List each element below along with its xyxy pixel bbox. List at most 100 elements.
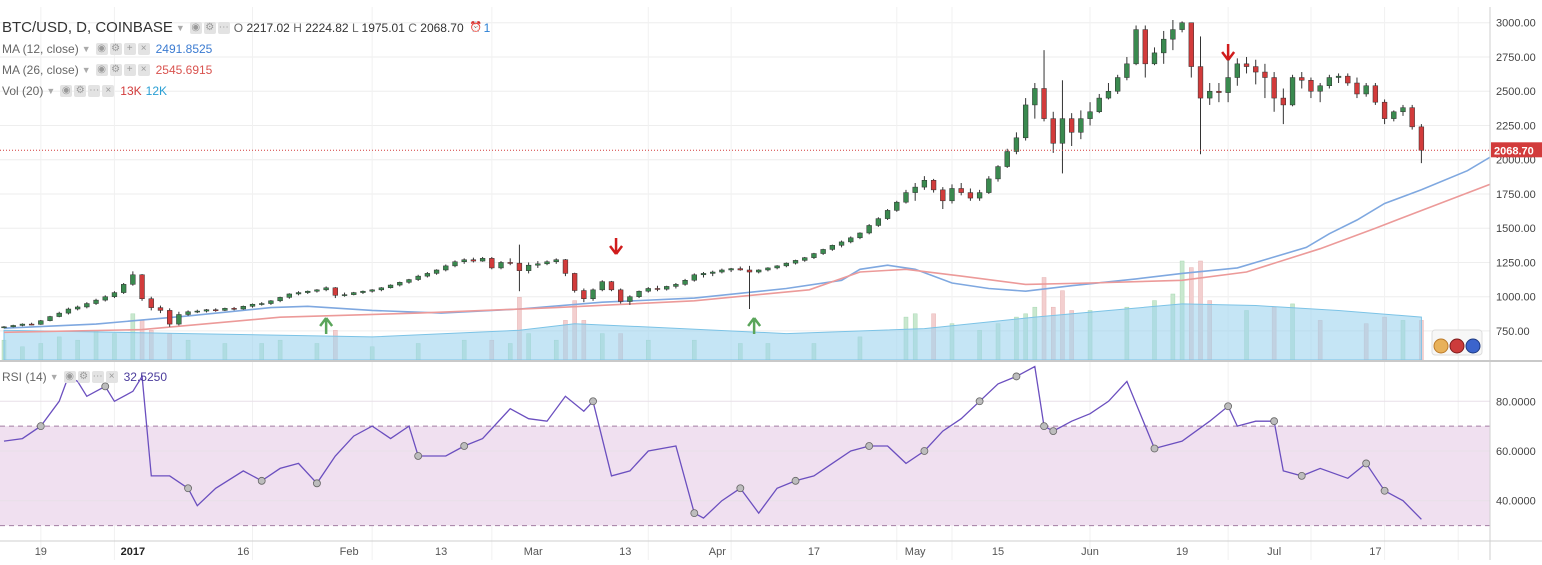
alerts-count[interactable]: 1 bbox=[483, 21, 491, 35]
candle-body bbox=[553, 259, 559, 263]
volume-legend: Vol (20) ▼ ◉ ⚙ ⋯ × 13K 12K bbox=[2, 83, 167, 99]
price-tick-label: 2000.00 bbox=[1496, 155, 1536, 167]
chevron-down-icon[interactable]: ▼ bbox=[81, 44, 91, 54]
rsi-tick-label: 40.0000 bbox=[1496, 496, 1536, 508]
candle-body bbox=[820, 249, 826, 254]
candle-body bbox=[792, 260, 799, 264]
close-icon[interactable]: × bbox=[137, 43, 150, 55]
rsi-point bbox=[1270, 417, 1279, 426]
candle-body bbox=[1289, 77, 1296, 106]
time-axis-label: Jul bbox=[1267, 546, 1281, 558]
candle-body bbox=[498, 262, 504, 269]
time-axis-label: Feb bbox=[340, 546, 359, 558]
candle-body bbox=[829, 245, 835, 250]
settings-icon[interactable]: ⚙ bbox=[203, 22, 216, 34]
chevron-down-icon[interactable]: ▼ bbox=[175, 23, 185, 33]
candle-body bbox=[802, 257, 808, 261]
chevron-down-icon[interactable]: ▼ bbox=[46, 86, 56, 96]
rsi-point bbox=[1380, 486, 1389, 495]
candle-body bbox=[1354, 82, 1360, 95]
more-icon[interactable]: ⋯ bbox=[91, 371, 104, 383]
candle-body bbox=[857, 232, 863, 239]
candle-body bbox=[1253, 66, 1259, 73]
candle-body bbox=[1418, 126, 1425, 151]
plus-icon[interactable]: + bbox=[123, 64, 136, 76]
candle-body bbox=[728, 268, 734, 271]
candle-body bbox=[1041, 88, 1047, 119]
price-tick-label: 2750.00 bbox=[1496, 52, 1536, 64]
candle-body bbox=[1243, 63, 1250, 67]
settings-icon[interactable]: ⚙ bbox=[74, 85, 87, 97]
price-tick-label: 1000.00 bbox=[1496, 292, 1536, 304]
settings-icon[interactable]: ⚙ bbox=[109, 64, 122, 76]
candle-body bbox=[535, 263, 541, 266]
candle-body bbox=[424, 273, 431, 277]
eye-icon[interactable]: ◉ bbox=[60, 85, 73, 97]
candle-body bbox=[433, 269, 440, 274]
symbol-title: BTC/USD, D, COINBASE bbox=[2, 19, 173, 36]
chevron-down-icon[interactable]: ▼ bbox=[49, 372, 59, 382]
plus-icon[interactable]: + bbox=[123, 43, 136, 55]
rsi-point bbox=[1224, 402, 1233, 411]
candle-body bbox=[774, 265, 780, 269]
rsi-point bbox=[589, 397, 597, 406]
flag-icon bbox=[1465, 338, 1481, 354]
ma26-value: 2545.6915 bbox=[155, 63, 213, 77]
candle-body bbox=[866, 225, 872, 234]
chevron-down-icon[interactable]: ▼ bbox=[81, 65, 91, 75]
candle-body bbox=[1124, 63, 1130, 78]
candle-body bbox=[332, 287, 338, 296]
close-icon[interactable]: × bbox=[105, 371, 118, 383]
eye-icon[interactable]: ◉ bbox=[63, 371, 76, 383]
more-icon[interactable]: ⋯ bbox=[88, 85, 101, 97]
close-icon[interactable]: × bbox=[137, 64, 150, 76]
candle-body bbox=[479, 258, 486, 262]
rsi-point bbox=[791, 476, 800, 485]
ma26-label: MA (26, close) bbox=[2, 63, 79, 77]
settings-icon[interactable]: ⚙ bbox=[77, 371, 90, 383]
settings-icon[interactable]: ⚙ bbox=[109, 43, 122, 55]
volume-label: Vol (20) bbox=[2, 84, 44, 98]
rsi-point bbox=[1150, 444, 1159, 453]
eye-icon[interactable]: ◉ bbox=[189, 22, 202, 34]
candle-body bbox=[1381, 101, 1388, 119]
candle-body bbox=[56, 312, 62, 317]
rsi-point bbox=[313, 479, 321, 488]
candle-body bbox=[1069, 118, 1075, 133]
time-axis-label: 17 bbox=[808, 546, 820, 558]
candle-body bbox=[47, 316, 53, 321]
candle-body bbox=[1280, 97, 1286, 106]
price-tick-label: 1500.00 bbox=[1496, 223, 1536, 235]
time-axis-label: 19 bbox=[35, 546, 47, 558]
close-icon[interactable]: × bbox=[102, 85, 115, 97]
more-icon[interactable]: ⋯ bbox=[217, 22, 230, 34]
candle-body bbox=[323, 287, 329, 291]
eye-icon[interactable]: ◉ bbox=[95, 64, 108, 76]
last-price-tag bbox=[1491, 142, 1542, 158]
candle-body bbox=[1234, 63, 1240, 78]
candle-body bbox=[673, 284, 679, 287]
candle-body bbox=[1170, 29, 1176, 40]
candle-body bbox=[618, 289, 624, 302]
time-axis-label: 15 bbox=[992, 546, 1004, 558]
close-value: 2068.70 bbox=[420, 21, 464, 35]
price-tick-label: 2250.00 bbox=[1496, 120, 1536, 132]
candle-body bbox=[1096, 97, 1102, 113]
candle-body bbox=[507, 262, 513, 264]
candle-body bbox=[930, 180, 937, 191]
close-label: C bbox=[408, 21, 417, 35]
alarm-icon[interactable]: ⏰ bbox=[469, 22, 483, 33]
candle-body bbox=[995, 166, 1001, 180]
candle-body bbox=[581, 290, 587, 299]
ma12-label: MA (12, close) bbox=[2, 42, 79, 56]
eye-icon[interactable]: ◉ bbox=[95, 43, 108, 55]
candle-body bbox=[710, 271, 716, 274]
candle-body bbox=[848, 237, 854, 243]
price-axis-bg bbox=[1490, 0, 1542, 560]
candle-body bbox=[1087, 111, 1093, 119]
rsi-point bbox=[865, 442, 874, 450]
candle-body bbox=[1022, 104, 1029, 139]
candle-body bbox=[1197, 66, 1204, 99]
candle-body bbox=[277, 297, 283, 302]
